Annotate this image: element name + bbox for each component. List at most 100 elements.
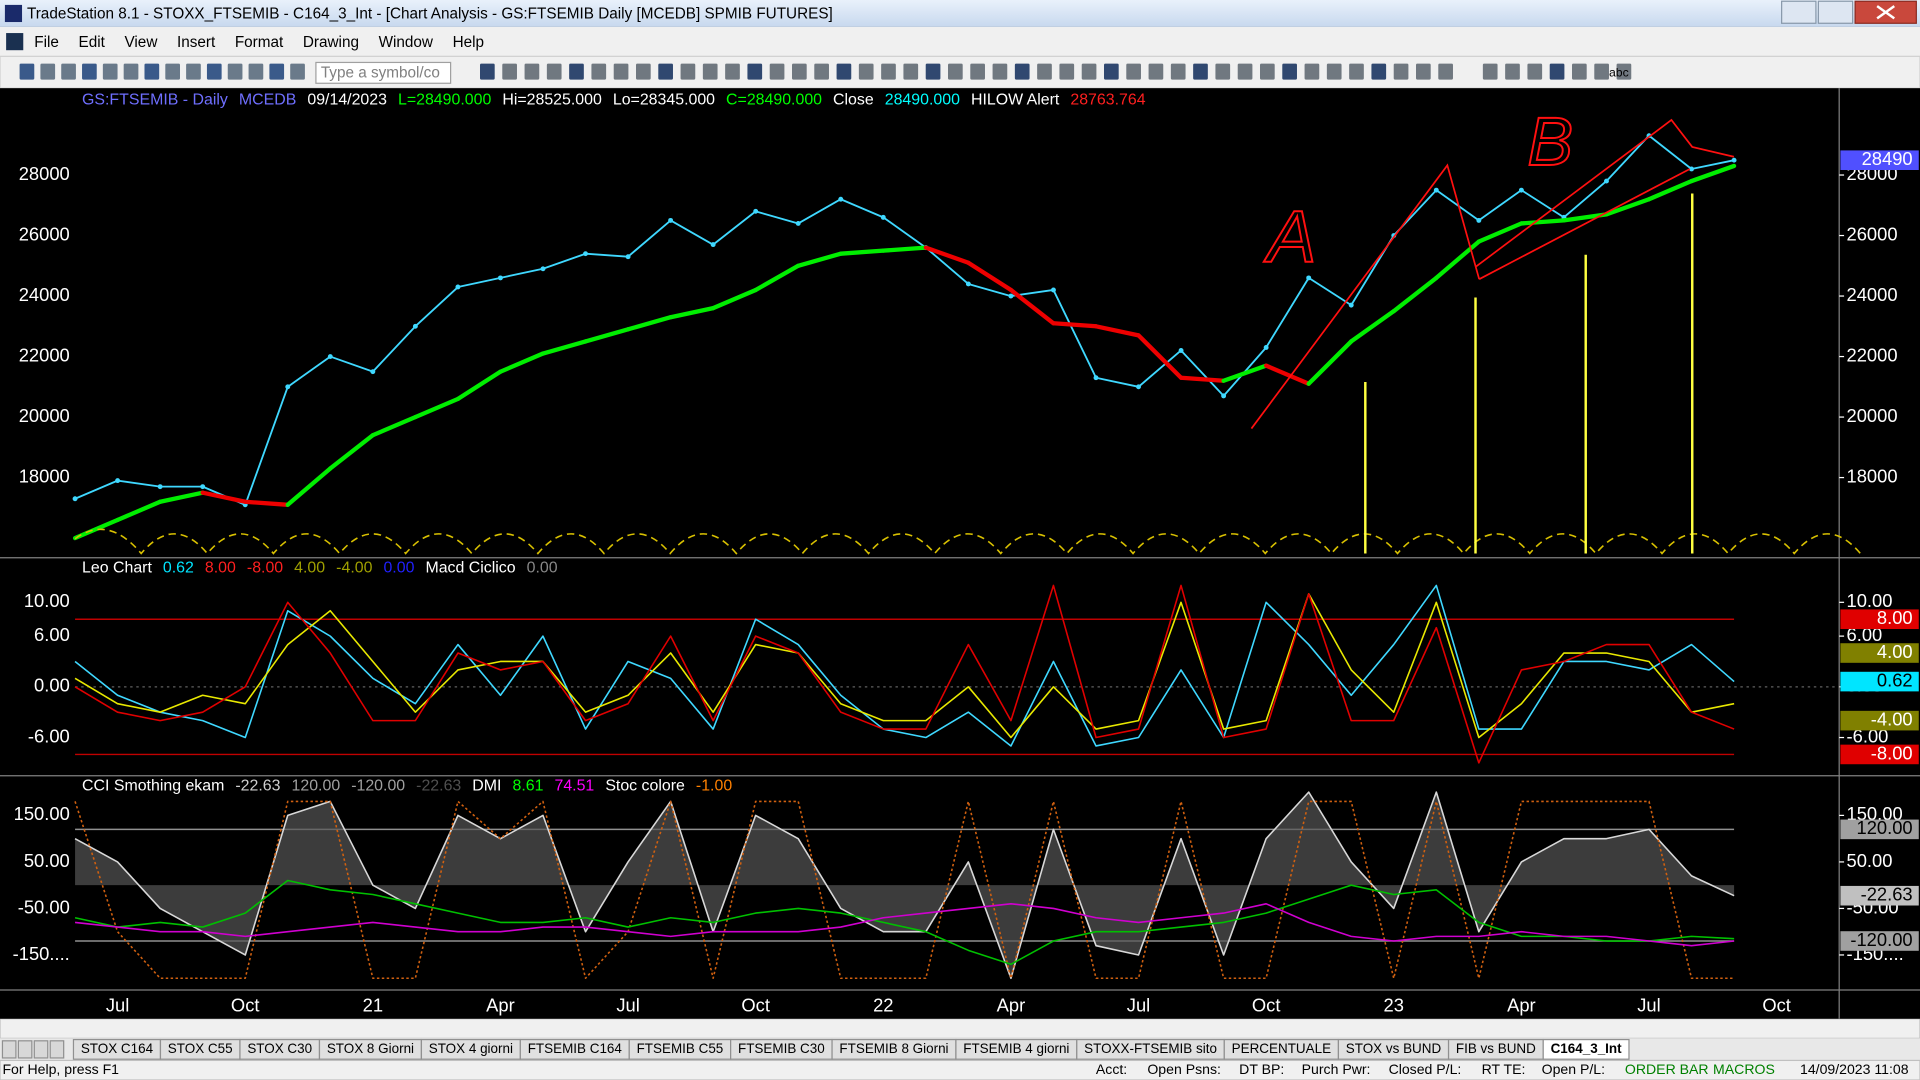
toolbar-icon[interactable] — [1505, 63, 1520, 80]
price-tag-label: -22.63 — [1861, 884, 1913, 905]
toolbar-icon[interactable] — [1482, 63, 1498, 80]
toolbar-icon[interactable] — [925, 63, 941, 80]
price-point — [838, 196, 844, 202]
toolbar-icon[interactable] — [836, 63, 852, 80]
series-line — [74, 593, 1735, 739]
toolbar-icon[interactable] — [248, 63, 264, 80]
toolbar-icon[interactable] — [1416, 63, 1431, 80]
toolbar-icon[interactable] — [658, 63, 673, 80]
toolbar-icon[interactable] — [123, 63, 139, 80]
menu-item[interactable]: File — [34, 34, 59, 51]
toolbar-icon[interactable] — [1572, 63, 1587, 80]
toolbar-icon[interactable] — [102, 63, 118, 80]
toolbar-icon[interactable] — [591, 63, 607, 80]
toolbar-icon[interactable] — [858, 63, 874, 80]
toolbar-icon[interactable] — [970, 63, 985, 80]
series-line — [74, 134, 1735, 506]
menu-item[interactable]: Drawing — [303, 34, 359, 51]
toolbar-icon[interactable] — [1193, 63, 1208, 80]
toolbar-icon[interactable] — [725, 63, 740, 80]
toolbar-icon[interactable] — [1594, 63, 1609, 80]
panel-header: 28763.764 — [1070, 92, 1145, 109]
toolbar-icon[interactable] — [1037, 63, 1052, 80]
price-point — [1476, 217, 1482, 223]
tab[interactable] — [1542, 1038, 1630, 1060]
toolbar-icon[interactable] — [1438, 63, 1453, 80]
toolbar-icon[interactable] — [814, 63, 829, 80]
toolbar-icon[interactable] — [702, 63, 718, 80]
menu-item[interactable]: Window — [379, 34, 434, 51]
toolbar-icon[interactable] — [1282, 63, 1297, 80]
menu-item[interactable]: View — [124, 34, 158, 51]
toolbar-icon[interactable] — [613, 63, 629, 80]
menu-item[interactable]: Help — [453, 34, 484, 51]
toolbar-icon[interactable] — [1549, 63, 1565, 80]
toolbar-icon[interactable] — [1349, 63, 1364, 80]
tab-label: STOXX-FTSEMIB sito — [1084, 1041, 1217, 1056]
price-point — [710, 242, 716, 248]
toolbar-icon[interactable] — [19, 63, 35, 80]
toolbar-icon[interactable] — [1616, 63, 1632, 80]
toolbar-icon[interactable] — [747, 63, 763, 80]
toolbar-icon[interactable] — [992, 63, 1008, 80]
menu-item[interactable]: Format — [235, 34, 284, 51]
maximize-button[interactable] — [1817, 0, 1854, 24]
toolbar-icon[interactable] — [144, 63, 160, 80]
toolbar-icon[interactable] — [186, 63, 201, 80]
tab-nav-button[interactable] — [1, 1040, 17, 1059]
menu-item[interactable]: Insert — [177, 34, 216, 51]
toolbar-icon[interactable] — [1371, 63, 1387, 80]
toolbar-icon[interactable] — [792, 63, 807, 80]
toolbar-icon[interactable] — [1148, 63, 1164, 80]
toolbar-icon-text[interactable]: abc — [1609, 66, 1629, 80]
toolbar-icon[interactable] — [480, 63, 495, 80]
y-tick-label: 150.00 — [14, 803, 70, 824]
toolbar-icon[interactable] — [165, 63, 180, 80]
toolbar-icon[interactable] — [881, 63, 896, 80]
toolbar-icon[interactable] — [1326, 63, 1342, 80]
toolbar-icon[interactable] — [769, 63, 785, 80]
toolbar-icon[interactable] — [269, 63, 285, 80]
toolbar-icon[interactable] — [227, 63, 243, 80]
toolbar-icon[interactable] — [680, 63, 696, 80]
x-tick-label: 21 — [363, 994, 383, 1015]
toolbar-icon[interactable] — [1126, 63, 1141, 80]
toolbar-icon[interactable] — [1081, 63, 1097, 80]
toolbar-icon[interactable] — [1304, 63, 1320, 80]
toolbar-icon[interactable] — [1014, 63, 1030, 80]
horizontal-scrollbar[interactable] — [0, 1018, 1920, 1039]
toolbar-icon[interactable] — [1059, 63, 1075, 80]
tab-nav-button[interactable] — [33, 1040, 49, 1059]
price-point — [498, 275, 503, 281]
toolbar-icon[interactable] — [948, 63, 963, 80]
menu-item[interactable]: Edit — [79, 34, 106, 51]
toolbar-icon[interactable] — [82, 63, 97, 80]
toolbar-icon[interactable] — [1237, 63, 1253, 80]
toolbar-icon[interactable] — [61, 63, 76, 80]
toolbar-icon[interactable] — [569, 63, 584, 80]
symbol-input[interactable] — [315, 61, 452, 84]
panel-header: -8.00 — [247, 559, 283, 576]
minimize-button[interactable] — [1781, 0, 1817, 24]
toolbar-icon[interactable] — [502, 63, 517, 80]
y-tick-label: 6.00 — [34, 624, 70, 645]
panel-header: -22.63 — [235, 777, 280, 794]
toolbar-icon[interactable] — [546, 63, 562, 80]
toolbar-icon[interactable] — [636, 63, 651, 80]
toolbar-icon[interactable] — [1527, 63, 1543, 80]
tab-nav-button[interactable] — [49, 1040, 65, 1059]
toolbar-icon[interactable] — [40, 63, 56, 80]
toolbar-icon[interactable] — [1215, 63, 1231, 80]
tab-nav-button[interactable] — [17, 1040, 33, 1059]
toolbar-icon[interactable] — [1170, 63, 1186, 80]
toolbar-icon[interactable] — [1104, 63, 1119, 80]
average-segment — [243, 499, 290, 507]
toolbar-icon[interactable] — [206, 63, 222, 80]
toolbar-icon[interactable] — [1393, 63, 1409, 80]
x-tick-label: Jul — [616, 994, 639, 1015]
toolbar-icon[interactable] — [290, 63, 305, 80]
toolbar-icon[interactable] — [1260, 63, 1275, 80]
toolbar-icon[interactable] — [524, 63, 540, 80]
toolbar-icon[interactable] — [903, 63, 919, 80]
panel-header: 8.61 — [512, 777, 543, 794]
